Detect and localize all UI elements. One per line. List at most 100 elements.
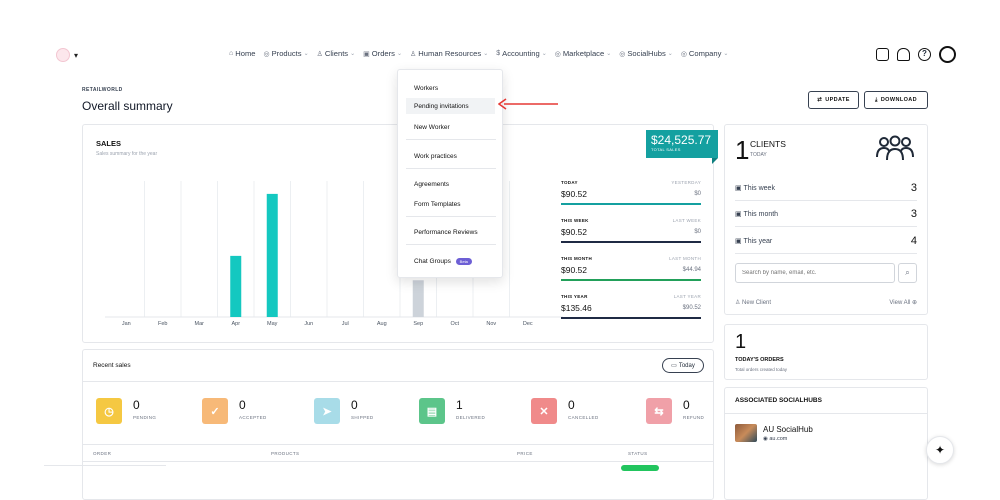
- menu-item-workers[interactable]: Workers: [414, 85, 439, 92]
- top-navbar: ▾ ⌂ Home ◎ Products ⌄ ♙ Clients ⌄ ▣ Orders ⌄ ♙ Human…: [0, 40, 1000, 70]
- status-pending[interactable]: ◷ 0 PENDING: [96, 398, 196, 424]
- status-count: 0: [351, 398, 358, 412]
- sales-stat-today: TODAY YESTERDAY $90.52 $0: [561, 180, 701, 218]
- status-cancelled[interactable]: ✕ 0 CANCELLED: [531, 398, 631, 424]
- recent-sales-table-header: ORDER PRODUCTS PRICE STATUS: [83, 444, 713, 462]
- refresh-icon: ⇄: [817, 97, 823, 103]
- bar-sep[interactable]: [412, 280, 424, 317]
- stat-underline: [561, 203, 701, 205]
- status-refund[interactable]: ⇆ 0 REFUND: [646, 398, 746, 424]
- marketplace-icon: ◎: [554, 50, 561, 58]
- sales-subtitle: Sales summary for the year: [96, 151, 158, 157]
- nav-item-human-resources[interactable]: ♙ Human Resources ⌄: [410, 49, 488, 58]
- clock-icon: ◷: [96, 398, 122, 424]
- x-tick-label: Aug: [376, 321, 387, 327]
- orders-count: 1: [735, 331, 747, 353]
- menu-item-work-practices[interactable]: Work practices: [414, 153, 457, 160]
- clients-count: 1: [735, 135, 750, 165]
- status-label: PENDING: [133, 415, 157, 420]
- stat-prev-label: LAST YEAR: [673, 294, 701, 299]
- new-client-link[interactable]: ♙ New Client: [735, 300, 772, 306]
- nav-item-label: Marketplace: [562, 49, 605, 58]
- chevron-down-icon: ⌄: [541, 51, 547, 57]
- status-shipped[interactable]: ➤ 0 SHIPPED: [314, 398, 414, 424]
- socialhub-name[interactable]: AU SocialHub: [763, 425, 813, 434]
- download-button[interactable]: ⤓ DOWNLOAD: [864, 91, 928, 109]
- annotation-arrow-icon: [498, 98, 558, 110]
- horizontal-scrollbar[interactable]: [44, 465, 166, 469]
- nav-item-home[interactable]: ⌂ Home: [229, 49, 256, 58]
- assistant-sparkle-button[interactable]: ✦: [926, 436, 954, 464]
- notes-icon[interactable]: [876, 48, 889, 61]
- nav-item-socialhubs[interactable]: ◎ SocialHubs ⌄: [619, 49, 673, 58]
- stat-prev-label: LAST MONTH: [669, 256, 701, 261]
- stat-value: $90.52: [561, 189, 587, 199]
- socialhubs-title: ASSOCIATED SOCIALHUBS: [735, 397, 822, 404]
- orders-icon: ▣: [363, 50, 370, 58]
- clients-this-week-row: ▣ This week 3: [735, 175, 917, 201]
- divider: [406, 216, 496, 217]
- x-tick-label: Jun: [304, 321, 314, 327]
- company-switcher[interactable]: ▾: [56, 48, 78, 62]
- x-tick-label: Feb: [158, 321, 168, 327]
- nav-item-accounting[interactable]: $ Accounting ⌄: [496, 49, 547, 58]
- sales-title: SALES: [96, 139, 122, 148]
- stat-label: THIS YEAR: [561, 294, 588, 299]
- stat-prev-label: LAST WEEK: [672, 218, 701, 223]
- status-count: 1: [456, 398, 463, 412]
- refund-icon: ⇆: [646, 398, 672, 424]
- download-label: DOWNLOAD: [880, 97, 918, 103]
- search-icon[interactable]: ⌕: [898, 263, 917, 283]
- beta-badge: Beta: [455, 258, 472, 265]
- company-logo: [56, 48, 70, 62]
- sales-stat-this-year: THIS YEAR LAST YEAR $135.46 $90.52: [561, 294, 701, 332]
- menu-item-chat-groups[interactable]: Chat Groups Beta: [406, 253, 495, 269]
- socialhub-url[interactable]: ◉ au.com: [763, 436, 788, 442]
- nav-item-label: Home: [235, 49, 256, 58]
- nav-item-products[interactable]: ◎ Products ⌄: [264, 49, 309, 58]
- clients-card: 1 CLIENTS TODAY ▣ This week 3 ▣ This mon…: [724, 124, 928, 315]
- client-search-input[interactable]: [735, 263, 895, 283]
- menu-item-performance-reviews[interactable]: Performance Reviews: [414, 229, 478, 236]
- view-all-link[interactable]: View All ⊕: [889, 300, 917, 306]
- stat-label: TODAY: [561, 180, 578, 185]
- stat-underline: [561, 241, 701, 243]
- nav-item-label: Products: [271, 49, 302, 58]
- stat-prev-value: $90.52: [682, 305, 701, 311]
- status-delivered[interactable]: ▤ 1 DELIVERED: [419, 398, 519, 424]
- column-order: ORDER: [93, 451, 112, 456]
- bell-icon[interactable]: [897, 48, 910, 61]
- user-avatar-icon[interactable]: [939, 46, 956, 63]
- clients-label: CLIENTS: [750, 139, 786, 149]
- brand-name: RETAILWORLD: [82, 87, 123, 93]
- nav-item-label: SocialHubs: [627, 49, 666, 58]
- bar-apr[interactable]: [230, 255, 242, 317]
- update-button[interactable]: ⇄ UPDATE: [808, 91, 859, 109]
- clients-this-week-label: ▣ This week: [735, 184, 775, 192]
- orders-label: TODAY'S ORDERS: [735, 357, 784, 363]
- status-accepted[interactable]: ✓ 0 ACCEPTED: [202, 398, 302, 424]
- socialhub-thumbnail[interactable]: [735, 424, 757, 442]
- today-filter-button[interactable]: ▭ Today: [662, 358, 704, 373]
- divider: [406, 168, 496, 169]
- menu-item-form-templates[interactable]: Form Templates: [414, 201, 461, 208]
- menu-item-pending-invitations[interactable]: Pending invitations: [406, 98, 495, 114]
- nav-item-marketplace[interactable]: ◎ Marketplace ⌄: [555, 49, 612, 58]
- x-icon: ✕: [531, 398, 557, 424]
- menu-item-new-worker[interactable]: New Worker: [414, 124, 450, 131]
- nav-item-clients[interactable]: ♙ Clients ⌄: [317, 49, 356, 58]
- menu-item-agreements[interactable]: Agreements: [414, 181, 450, 188]
- chat-groups-label: Chat Groups: [414, 258, 451, 266]
- stat-prev-value: $0: [694, 229, 701, 235]
- nav-actions: ?: [876, 46, 956, 63]
- bar-may[interactable]: [266, 193, 278, 317]
- clients-this-week-value: 3: [910, 181, 917, 194]
- calendar-icon: ▭: [671, 363, 677, 369]
- socialhubs-card: ASSOCIATED SOCIALHUBS AU SocialHub ◉ au.…: [724, 387, 928, 500]
- nav-item-label: Company: [688, 49, 722, 58]
- help-icon[interactable]: ?: [918, 48, 931, 61]
- chevron-down-icon: ⌄: [667, 51, 673, 57]
- divider: [406, 244, 496, 245]
- nav-item-orders[interactable]: ▣ Orders ⌄: [363, 49, 402, 58]
- nav-item-company[interactable]: ◎ Company ⌄: [681, 49, 729, 58]
